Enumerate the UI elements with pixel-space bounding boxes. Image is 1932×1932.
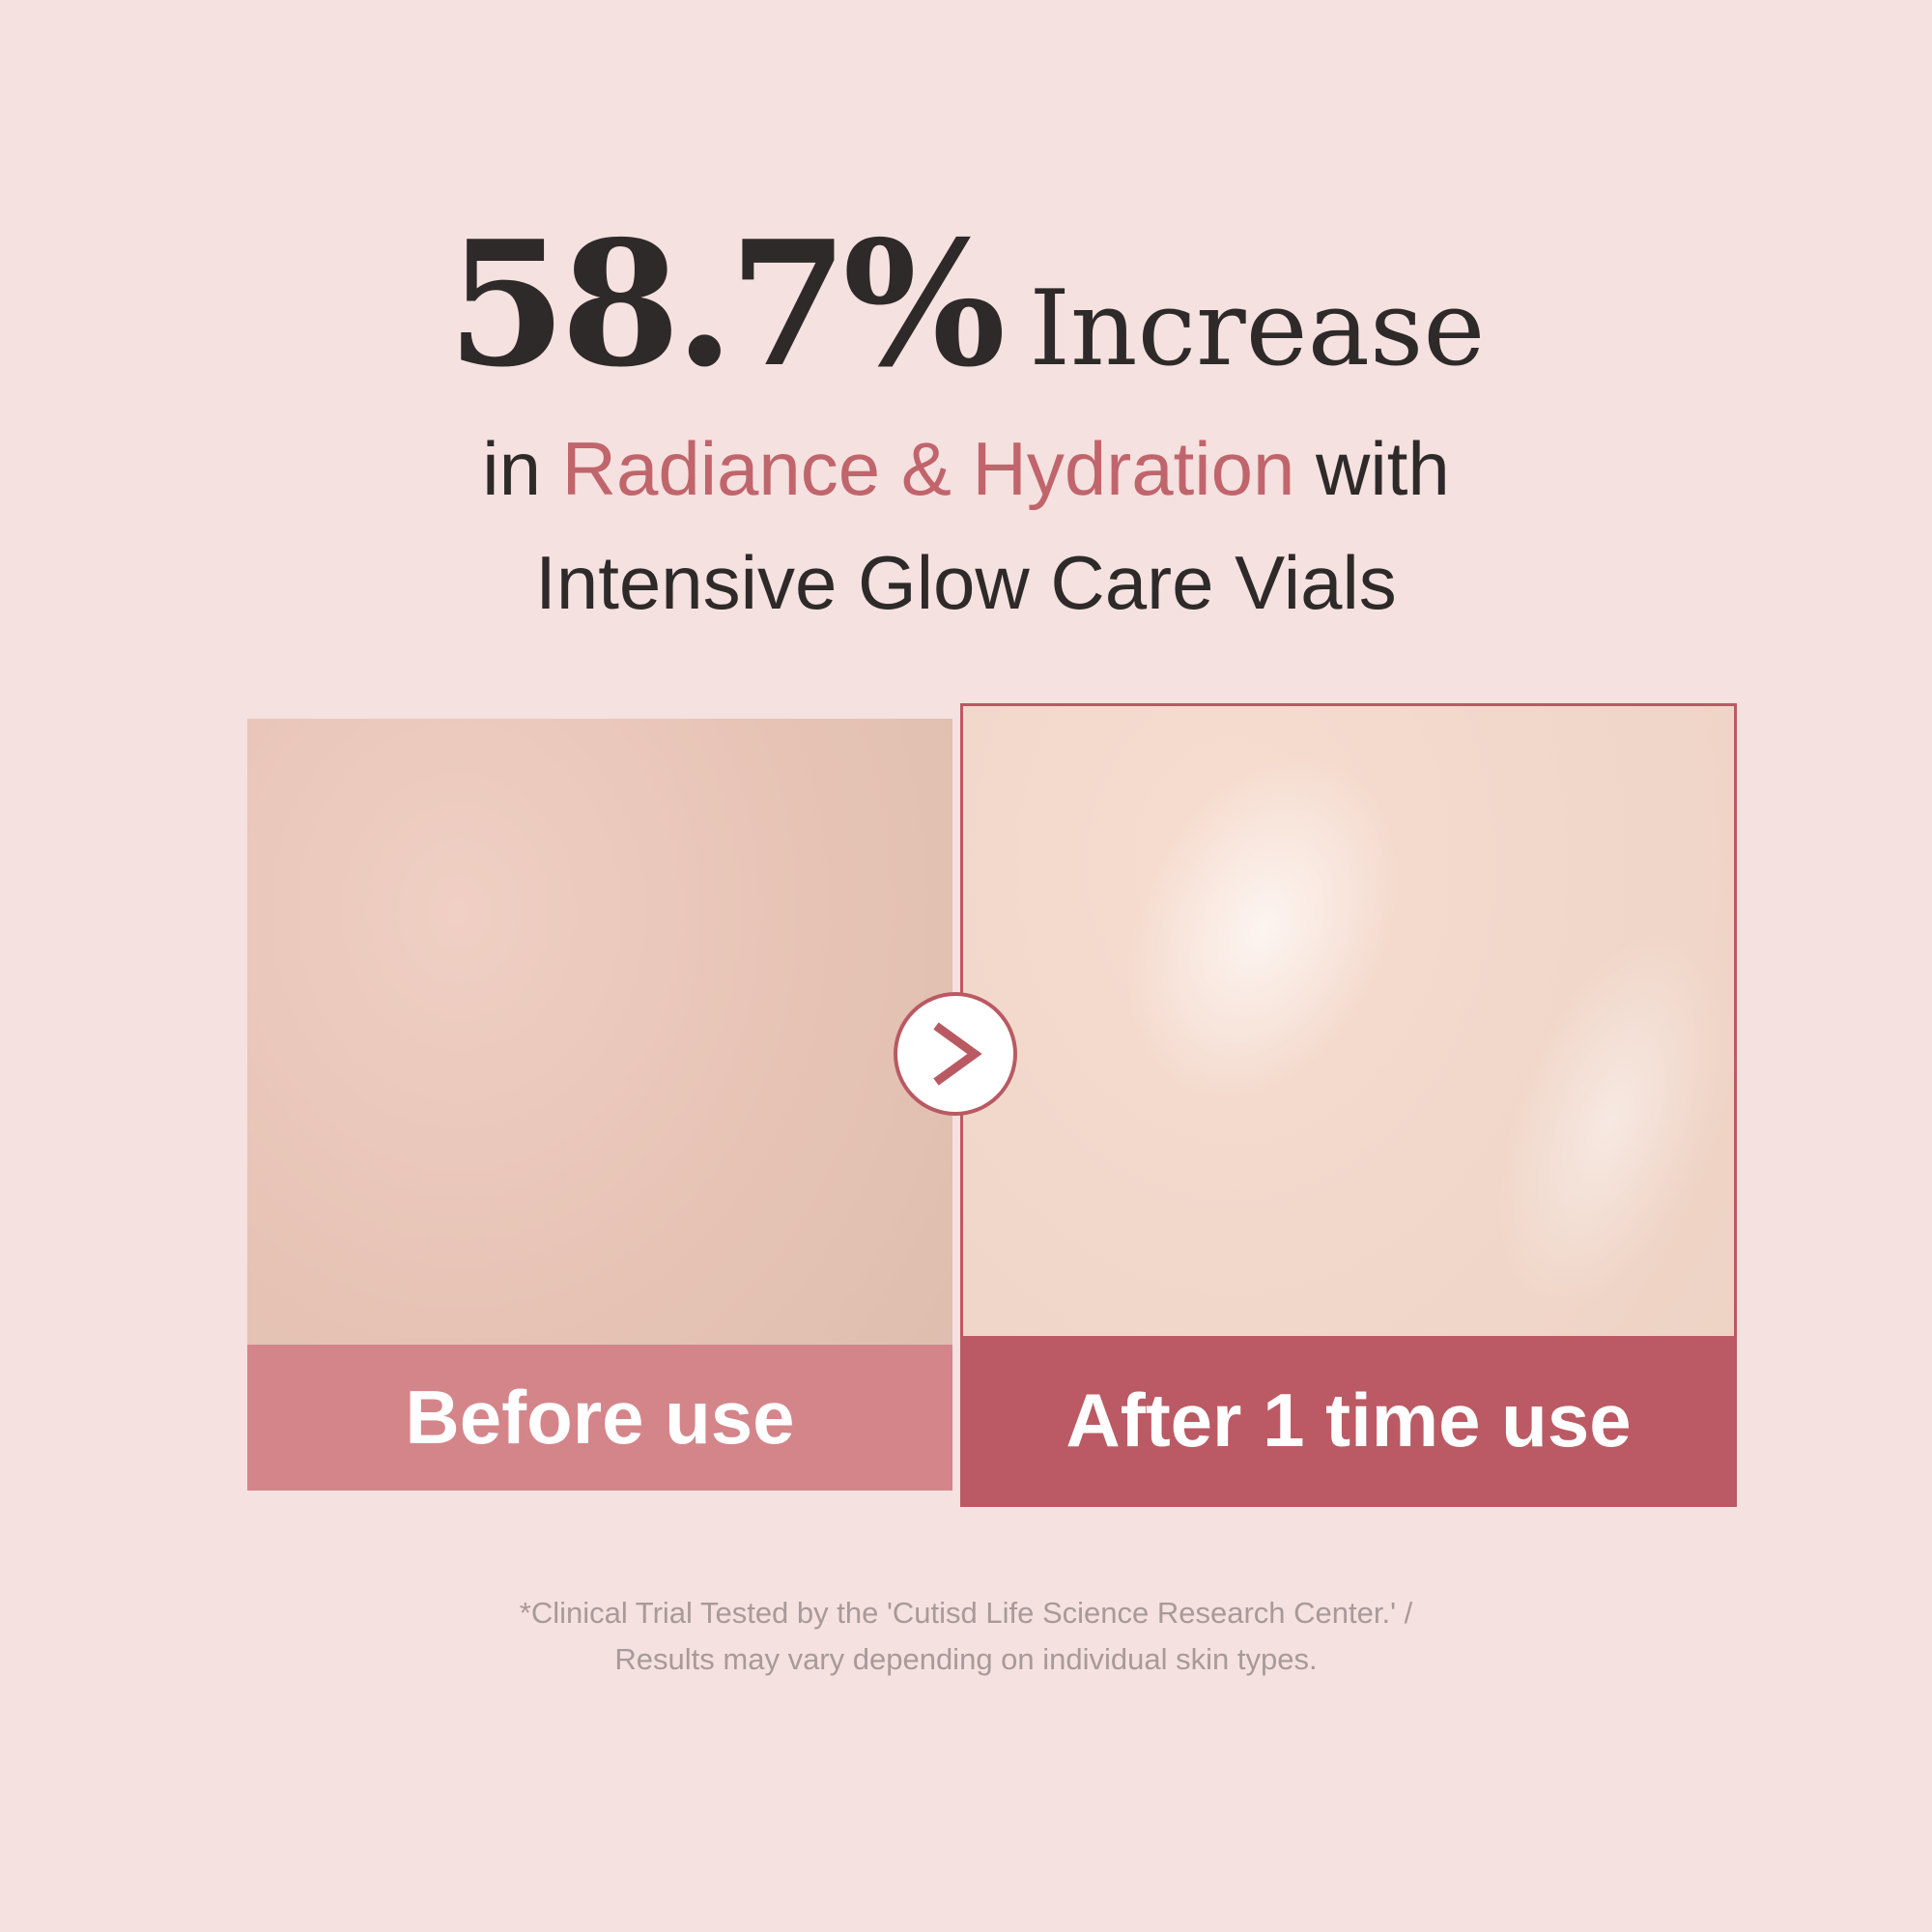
subline-pre: in [482,426,562,511]
before-panel: Before use [247,719,952,1491]
after-label: After 1 time use [963,1336,1734,1504]
subline-post: with [1294,426,1450,511]
skin-glow [1450,897,1734,1346]
product-name: Intensive Glow Care Vials [535,540,1397,625]
after-panel: After 1 time use [960,703,1737,1507]
footnote-line1: *Clinical Trial Tested by the 'Cutisd Li… [519,1596,1413,1630]
headline-stat: 58.7% [446,203,1007,405]
arrow-badge [894,992,1017,1116]
headline: 58.7% Increase [0,203,1932,405]
headline-suffix: Increase [1029,269,1486,389]
chevron-right-icon [933,1022,982,1086]
subline: in Radiance & Hydration with [0,425,1932,513]
skin-glow [1070,708,1455,1149]
before-label: Before use [247,1345,952,1491]
footnote-line2: Results may vary depending on individual… [614,1642,1318,1676]
subline-highlight: Radiance & Hydration [561,426,1295,511]
